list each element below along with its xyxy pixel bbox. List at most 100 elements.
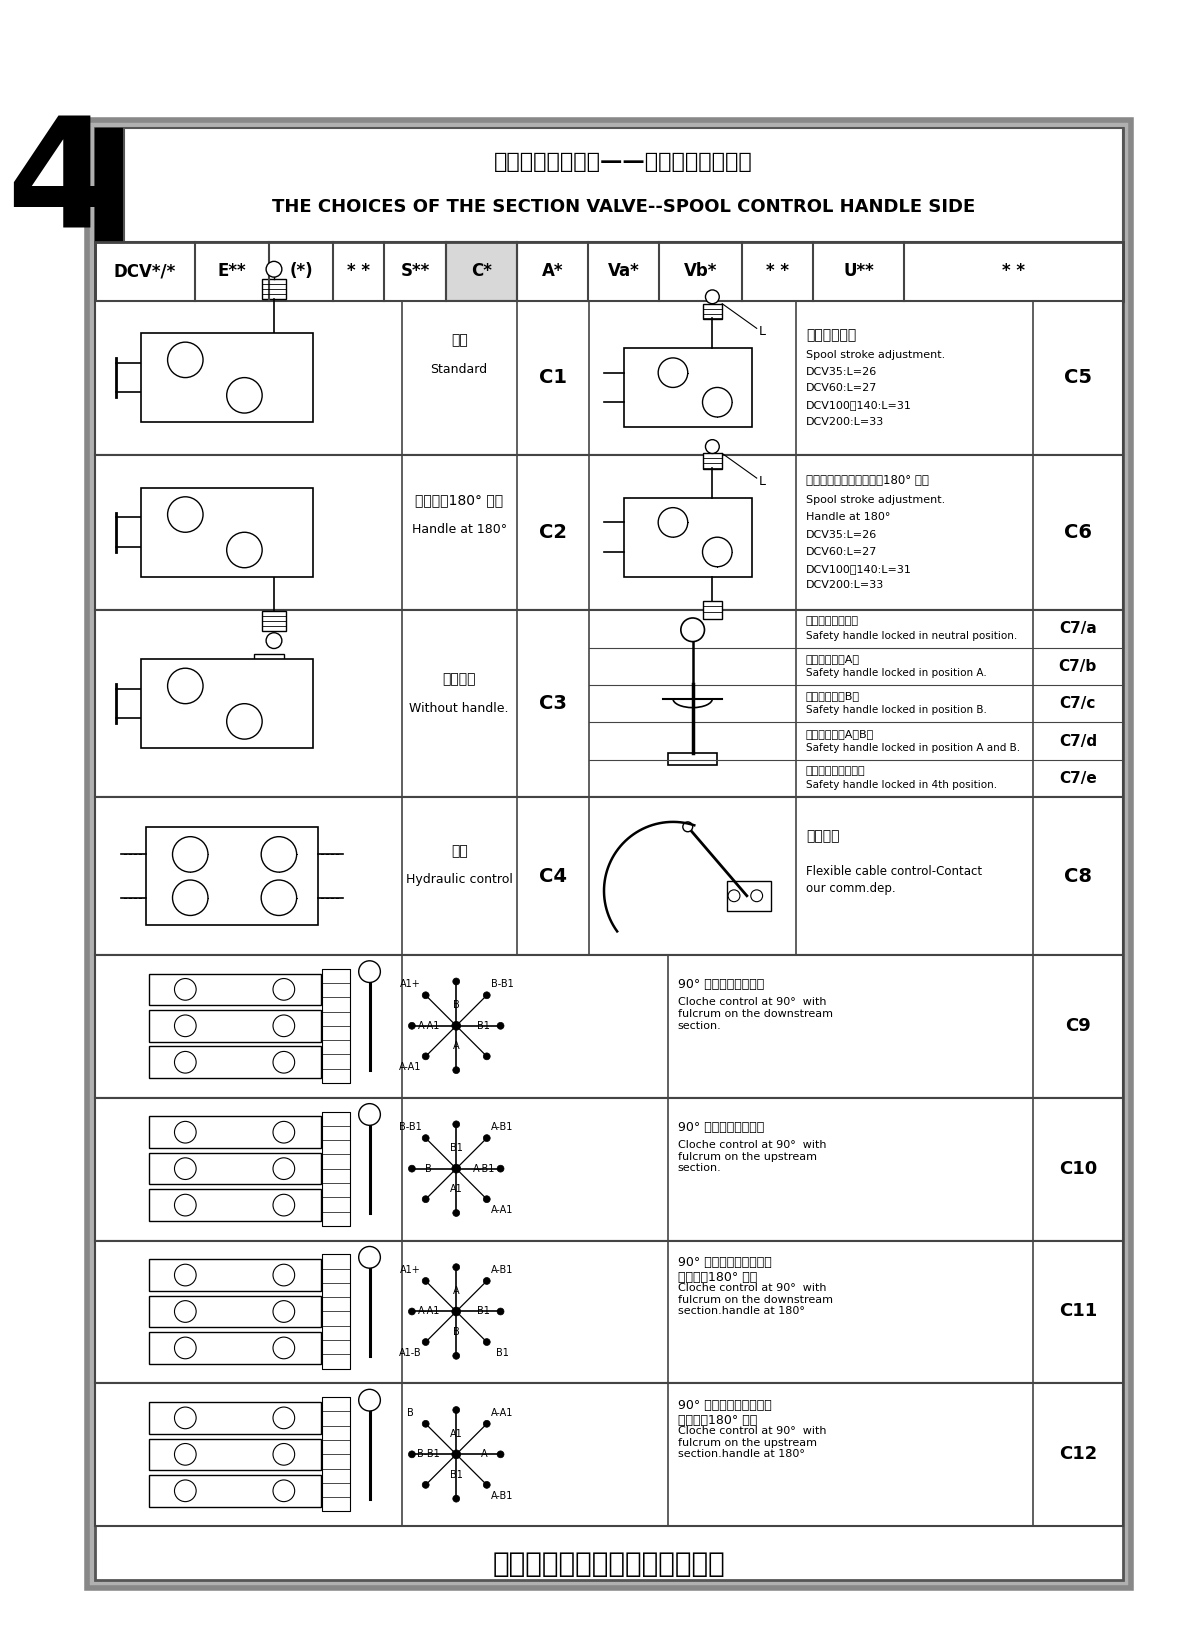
Circle shape <box>168 497 203 533</box>
Text: Handle at 180°: Handle at 180° <box>806 513 890 523</box>
Circle shape <box>422 1481 430 1489</box>
Circle shape <box>174 1300 196 1323</box>
Bar <box>149 1010 322 1041</box>
Circle shape <box>422 1052 430 1060</box>
Circle shape <box>497 1023 504 1030</box>
Circle shape <box>262 880 296 915</box>
Circle shape <box>272 1481 295 1502</box>
Text: Cloche control at 90°  with
fulcrum on the upstream
section.: Cloche control at 90° with fulcrum on th… <box>678 1140 827 1173</box>
Text: C7/a: C7/a <box>1058 621 1097 637</box>
Circle shape <box>497 1165 504 1173</box>
Text: C7/e: C7/e <box>1058 771 1097 787</box>
Bar <box>149 1438 322 1469</box>
Circle shape <box>451 1306 461 1316</box>
Circle shape <box>702 538 732 567</box>
Text: 手柄旋转180° 安装: 手柄旋转180° 安装 <box>415 492 503 507</box>
Circle shape <box>484 992 491 999</box>
Text: * *: * * <box>766 262 788 280</box>
Circle shape <box>174 1407 196 1429</box>
Bar <box>95 129 1123 1580</box>
Text: Standard: Standard <box>431 363 487 376</box>
Circle shape <box>728 889 740 902</box>
Circle shape <box>452 1406 460 1414</box>
Circle shape <box>452 1210 460 1217</box>
Text: C3: C3 <box>539 694 566 714</box>
Text: Cloche control at 90°  with
fulcrum on the downstream
section.handle at 180°: Cloche control at 90° with fulcrum on th… <box>678 1284 833 1316</box>
Text: DCV200:L=33: DCV200:L=33 <box>806 417 884 427</box>
Text: Hydraulic control: Hydraulic control <box>406 873 512 886</box>
Circle shape <box>227 704 262 740</box>
Circle shape <box>272 1121 295 1144</box>
Text: 标准: 标准 <box>451 334 468 347</box>
Circle shape <box>451 1021 461 1030</box>
Circle shape <box>452 1067 460 1074</box>
Bar <box>254 655 284 663</box>
Circle shape <box>272 1407 295 1429</box>
Text: 90° 操纵支点在下游片，
手柄旋转180° 安装: 90° 操纵支点在下游片， 手柄旋转180° 安装 <box>678 1256 772 1284</box>
Circle shape <box>422 1339 430 1346</box>
Circle shape <box>452 1352 460 1359</box>
Text: * *: * * <box>347 262 371 280</box>
Bar <box>262 279 286 298</box>
Text: Safety handle locked in neutral position.: Safety handle locked in neutral position… <box>806 630 1018 640</box>
Circle shape <box>174 1481 196 1502</box>
Circle shape <box>174 1015 196 1036</box>
Bar <box>149 1046 322 1078</box>
Bar <box>149 1259 322 1290</box>
Text: B-B1: B-B1 <box>418 1450 440 1460</box>
Text: (*): (*) <box>289 262 313 280</box>
Text: S**: S** <box>401 262 430 280</box>
Circle shape <box>422 1420 430 1427</box>
Text: A-B1: A-B1 <box>491 1122 514 1132</box>
Circle shape <box>266 261 282 277</box>
Text: A: A <box>452 1041 460 1051</box>
Bar <box>149 1153 322 1184</box>
Circle shape <box>658 508 688 538</box>
Text: A-A1: A-A1 <box>398 1062 421 1072</box>
Circle shape <box>658 358 688 388</box>
Text: B-B1: B-B1 <box>398 1122 421 1132</box>
Text: B-B1: B-B1 <box>491 979 514 989</box>
Text: * *: * * <box>1002 262 1025 280</box>
Circle shape <box>484 1135 491 1142</box>
Circle shape <box>262 837 296 872</box>
Circle shape <box>272 1443 295 1464</box>
Bar <box>95 1098 1123 1241</box>
Text: C2: C2 <box>539 523 566 542</box>
Bar <box>95 955 1123 1098</box>
Bar <box>95 456 1123 611</box>
Text: A-A1: A-A1 <box>491 1407 514 1417</box>
Text: 软轴遥控: 软轴遥控 <box>806 829 840 844</box>
Text: 阀芯行程可调，手柄旋转180° 安装: 阀芯行程可调，手柄旋转180° 安装 <box>806 474 929 487</box>
Bar <box>727 881 772 911</box>
Text: Handle at 180°: Handle at 180° <box>412 523 506 536</box>
Circle shape <box>174 1121 196 1144</box>
Text: C8: C8 <box>1064 867 1092 886</box>
Bar <box>149 1333 322 1363</box>
Text: C12: C12 <box>1058 1445 1097 1463</box>
Circle shape <box>272 1158 295 1179</box>
Circle shape <box>484 1481 491 1489</box>
Circle shape <box>359 1390 380 1411</box>
Text: 安全手柄锁在A和B位: 安全手柄锁在A和B位 <box>806 728 874 738</box>
Circle shape <box>272 1264 295 1285</box>
Text: B1: B1 <box>478 1021 491 1031</box>
Text: Safety handle locked in 4th position.: Safety handle locked in 4th position. <box>806 780 997 790</box>
Bar <box>149 1295 322 1328</box>
Text: A-A1: A-A1 <box>491 1205 514 1215</box>
Circle shape <box>173 880 208 915</box>
Bar <box>702 303 722 319</box>
Bar <box>95 797 1123 955</box>
Text: our comm.dep.: our comm.dep. <box>806 883 895 896</box>
Text: 90° 操纵支点在上游片: 90° 操纵支点在上游片 <box>678 1121 764 1134</box>
Bar <box>125 129 1123 241</box>
Bar <box>323 1398 350 1512</box>
Bar <box>149 974 322 1005</box>
Text: 淮安舒克贝塔流体技术有限公司: 淮安舒克贝塔流体技术有限公司 <box>492 1549 725 1579</box>
Circle shape <box>359 961 380 982</box>
Text: Safety handle locked in position B.: Safety handle locked in position B. <box>806 705 986 715</box>
Circle shape <box>168 668 203 704</box>
Text: C7/d: C7/d <box>1058 733 1097 749</box>
Circle shape <box>484 1420 491 1427</box>
Circle shape <box>451 1165 461 1173</box>
